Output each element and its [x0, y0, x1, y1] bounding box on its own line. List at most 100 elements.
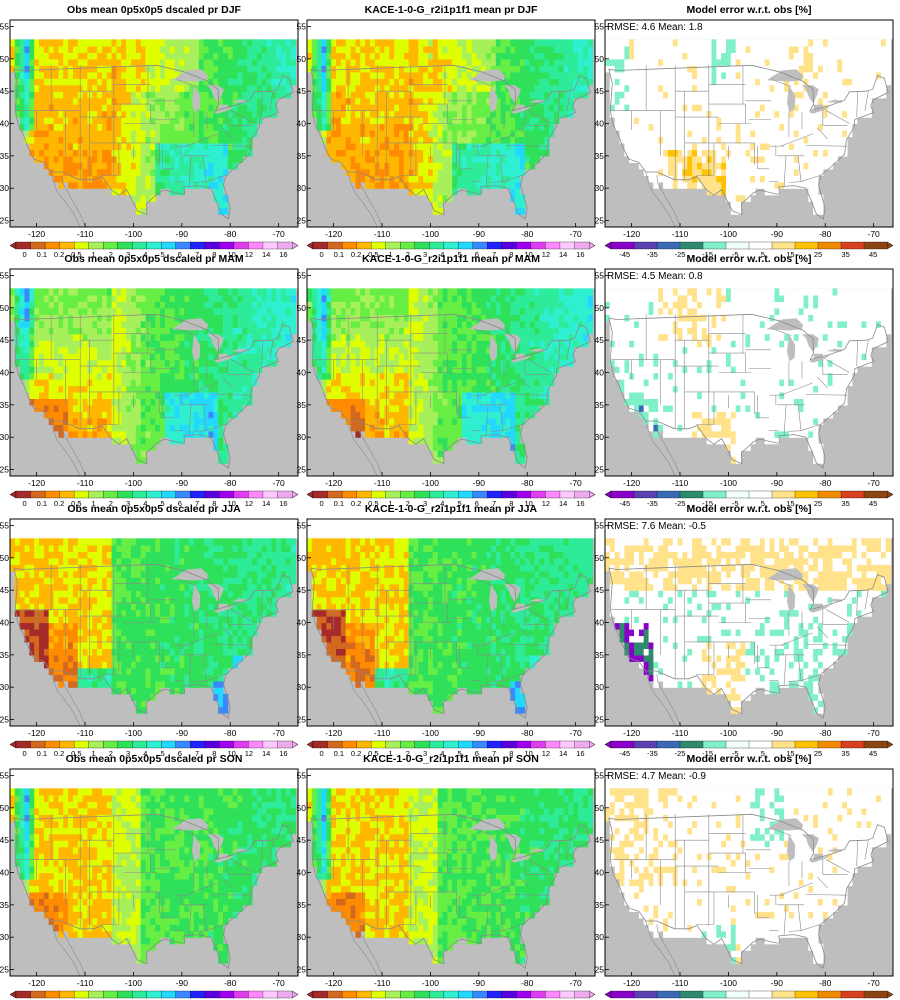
grid-cell — [447, 181, 453, 189]
grid-cell — [232, 340, 239, 348]
grid-cell — [218, 110, 224, 118]
grid-cell — [198, 404, 205, 412]
grid-cell — [784, 130, 790, 138]
grid-cell — [793, 78, 800, 86]
grid-cell — [643, 58, 650, 66]
grid-cell — [672, 104, 679, 112]
grid-cell — [184, 130, 190, 138]
grid-cell — [72, 181, 79, 189]
grid-cell — [326, 52, 332, 60]
grid-cell — [788, 162, 795, 170]
grid-cell — [759, 168, 766, 176]
grid-cell — [614, 84, 621, 92]
grid-cell — [432, 130, 439, 138]
grid-cell — [726, 168, 732, 176]
grid-cell — [389, 71, 395, 79]
grid-cell — [389, 45, 395, 53]
state-border — [261, 91, 263, 118]
grid-cell — [745, 71, 751, 79]
grid-cell — [803, 39, 809, 47]
grid-cell — [203, 91, 209, 99]
grid-cell — [63, 168, 69, 176]
grid-cell — [520, 155, 526, 163]
colorbar-label: 14 — [262, 250, 270, 259]
grid-cell — [208, 168, 214, 176]
grid-cell — [189, 340, 195, 348]
grid-cell — [160, 117, 166, 125]
data-field — [307, 39, 594, 215]
grid-cell — [587, 65, 594, 73]
data-field — [605, 39, 892, 215]
grid-cell — [432, 104, 439, 112]
grid-cell — [609, 110, 616, 118]
grid-cell — [539, 149, 545, 157]
grid-cell — [232, 104, 239, 112]
grid-cell — [755, 142, 761, 150]
grid-cell — [126, 136, 132, 144]
grid-cell — [203, 110, 209, 118]
grid-cell — [648, 97, 654, 105]
baja-outline — [50, 171, 86, 227]
grid-cell — [667, 136, 674, 144]
grid-cell — [672, 84, 679, 92]
grid-cell — [880, 65, 887, 73]
grid-cell — [822, 91, 829, 99]
grid-cell — [471, 168, 477, 176]
grid-cell — [437, 201, 444, 209]
grid-cell — [779, 162, 785, 170]
grid-cell — [72, 333, 79, 341]
grid-cell — [340, 58, 347, 66]
grid-cell — [544, 58, 550, 66]
grid-cell — [534, 65, 540, 73]
grid-cell — [490, 130, 497, 138]
grid-cell — [82, 52, 88, 60]
grid-cell — [486, 149, 492, 157]
grid-cell — [624, 65, 630, 73]
grid-cell — [505, 149, 511, 157]
grid-cell — [726, 39, 732, 47]
grid-cell — [563, 110, 569, 118]
grid-cell — [218, 294, 224, 302]
grid-cell — [408, 162, 414, 170]
grid-cell — [452, 155, 458, 163]
grid-cell — [14, 346, 21, 354]
grid-cell — [750, 142, 756, 150]
grid-cell — [111, 372, 117, 380]
grid-cell — [198, 417, 205, 425]
grid-cell — [667, 168, 674, 176]
grid-cell — [140, 372, 147, 380]
grid-cell — [43, 52, 50, 60]
grid-cell — [813, 181, 819, 189]
grid-cell — [63, 123, 69, 131]
grid-cell — [160, 320, 166, 328]
grid-cell — [648, 162, 654, 170]
grid-cell — [14, 110, 21, 118]
grid-cell — [53, 155, 59, 163]
colorbar-swatch — [817, 241, 842, 250]
grid-cell — [553, 91, 560, 99]
grid-cell — [218, 207, 224, 215]
grid-cell — [203, 346, 209, 354]
grid-cell — [68, 149, 74, 157]
grid-cell — [179, 181, 185, 189]
grid-cell — [111, 307, 117, 315]
grid-cell — [10, 52, 16, 60]
grid-cell — [223, 142, 229, 150]
grid-cell — [476, 188, 482, 196]
grid-cell — [179, 45, 185, 53]
grid-cell — [164, 45, 171, 53]
grid-cell — [774, 117, 780, 125]
grid-cell — [672, 52, 679, 60]
grid-cell — [150, 411, 156, 419]
grid-cell — [53, 385, 59, 393]
grid-cell — [355, 45, 361, 53]
grid-cell — [326, 117, 332, 125]
grid-cell — [750, 52, 756, 60]
grid-cell — [58, 340, 64, 348]
grid-cell — [135, 288, 142, 296]
grid-cell — [399, 45, 405, 53]
grid-cell — [418, 149, 424, 157]
grid-cell — [389, 130, 395, 138]
grid-cell — [223, 450, 229, 458]
grid-cell — [701, 123, 708, 131]
